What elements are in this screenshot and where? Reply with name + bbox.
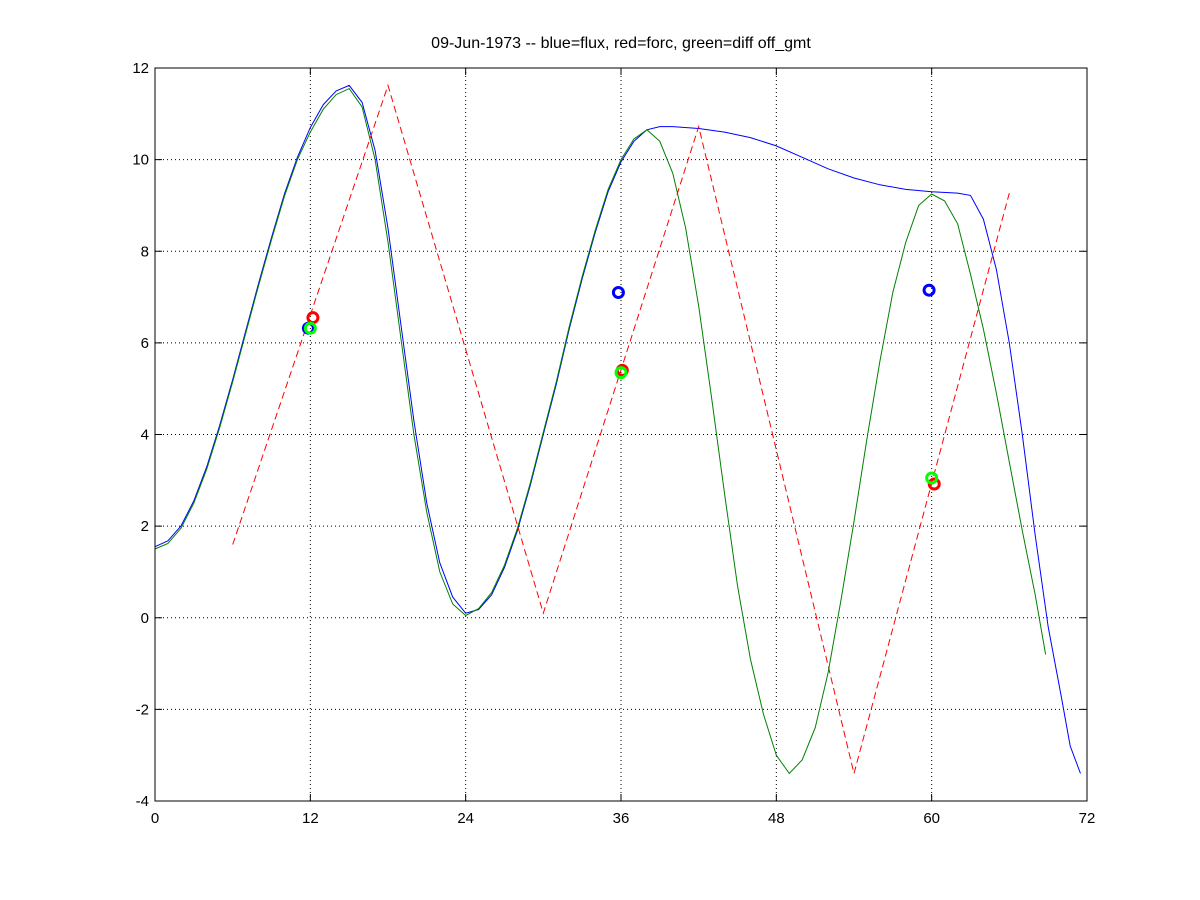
marker-diff [303, 321, 317, 335]
y-tick-label: 10 [132, 152, 149, 169]
y-tick-label: -4 [136, 793, 149, 810]
marker-flux [611, 285, 625, 299]
series-line-flux [154, 84, 1081, 774]
y-tick-label: 12 [132, 60, 149, 77]
y-tick-label: 8 [141, 243, 149, 260]
marker-diff [925, 471, 939, 485]
marker-diff [614, 366, 628, 380]
y-tick-label: 0 [141, 610, 149, 627]
y-tick-label: 4 [141, 427, 149, 444]
x-tick-label: 72 [1079, 810, 1096, 827]
x-tick-label: 36 [613, 810, 630, 827]
y-tick-label: 6 [141, 335, 149, 352]
x-tick-label: 12 [302, 810, 319, 827]
y-tick-label: 2 [141, 518, 149, 535]
x-tick-label: 60 [923, 810, 940, 827]
series-line-forc [232, 83, 1010, 774]
marker-forc [306, 311, 320, 325]
x-tick-label: 0 [151, 810, 159, 827]
x-tick-label: 48 [768, 810, 785, 827]
chart-title: 09-Jun-1973 -- blue=flux, red=forc, gree… [431, 35, 811, 52]
x-tick-label: 24 [457, 810, 474, 827]
marker-flux [922, 283, 936, 297]
series-line-diff [154, 87, 1047, 775]
y-tick-label: -2 [136, 701, 149, 718]
